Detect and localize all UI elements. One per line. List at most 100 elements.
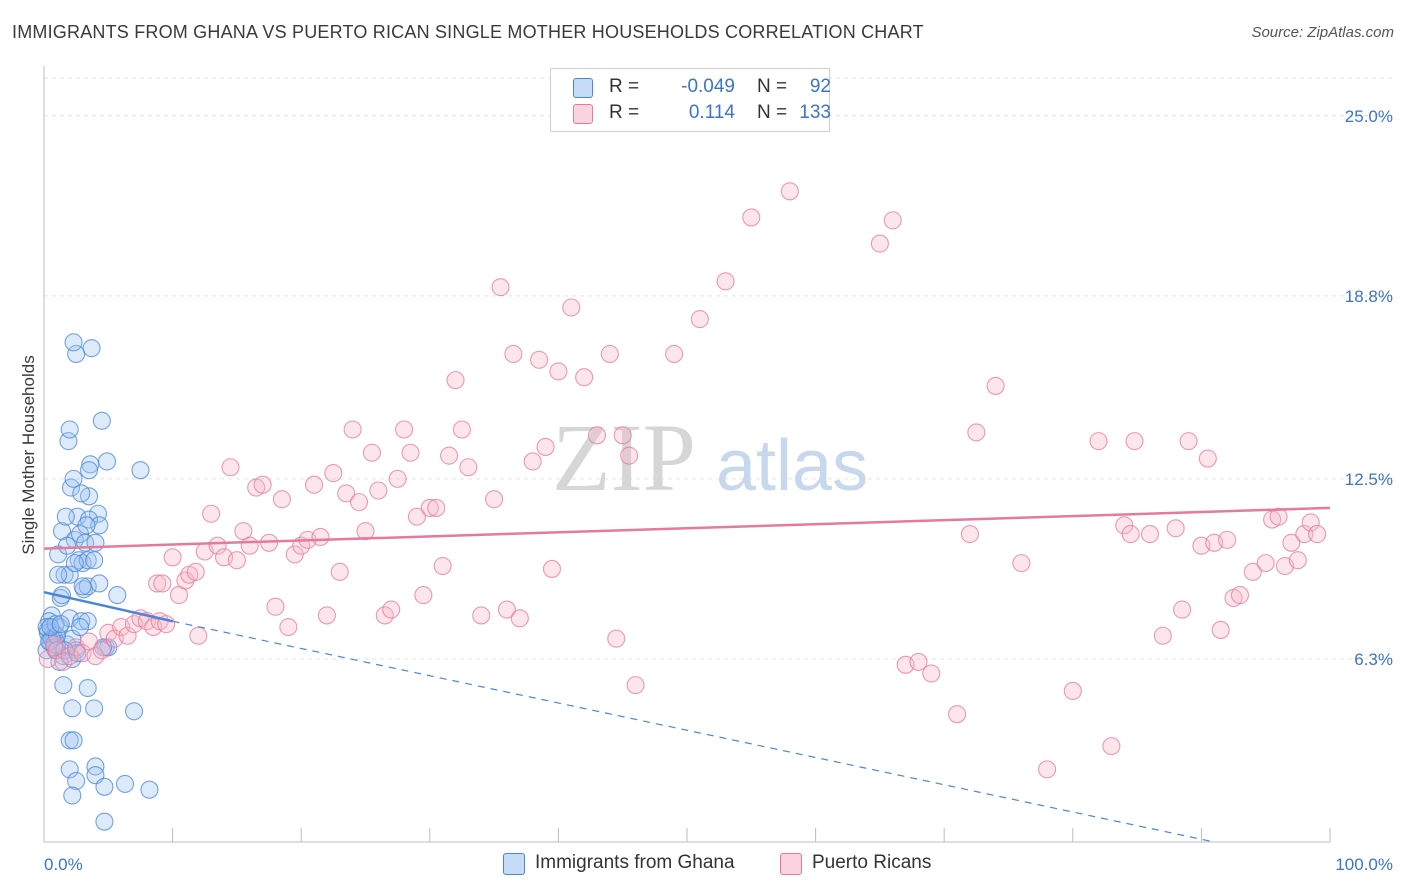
puerto-rican-point bbox=[620, 446, 639, 465]
puerto-rican-point bbox=[1012, 554, 1031, 573]
puerto-rican-point bbox=[1288, 551, 1307, 570]
legend-swatch-ghana bbox=[573, 78, 593, 98]
ghana-point bbox=[59, 432, 78, 451]
ghana-point bbox=[88, 504, 108, 523]
puerto-rican-point bbox=[272, 490, 291, 509]
puerto-rican-point bbox=[1121, 525, 1140, 544]
legend-label-puerto-rican: Puerto Ricans bbox=[812, 852, 932, 873]
puerto-rican-point bbox=[452, 420, 472, 439]
legend-n-label: N = bbox=[757, 76, 788, 97]
ghana-point bbox=[78, 678, 97, 698]
puerto-rican-point bbox=[324, 464, 343, 483]
ghana-point bbox=[85, 551, 104, 570]
ghana-point bbox=[60, 731, 79, 750]
ghana-point bbox=[72, 612, 91, 631]
puerto-rican-point bbox=[189, 626, 208, 645]
ghana-point bbox=[92, 411, 111, 430]
puerto-rican-point bbox=[542, 559, 562, 578]
legend-r-value: -0.049 bbox=[681, 76, 735, 97]
ghana-point bbox=[73, 554, 92, 573]
axes bbox=[43, 66, 1331, 843]
legend-r-label: R = bbox=[609, 102, 640, 123]
ghana-point bbox=[131, 461, 150, 480]
y-axis-label: Single Mother Households bbox=[19, 355, 38, 554]
ghana-point bbox=[51, 615, 70, 634]
ghana-point bbox=[70, 617, 90, 637]
puerto-rican-point bbox=[1153, 626, 1172, 645]
chart-source: Source: ZipAtlas.com bbox=[1251, 24, 1394, 41]
puerto-rican-point bbox=[1308, 525, 1327, 544]
puerto-rican-point bbox=[240, 536, 259, 555]
ghana-point bbox=[90, 574, 109, 593]
puerto-rican-point bbox=[491, 278, 510, 297]
puerto-rican-point bbox=[626, 676, 645, 695]
puerto-rican-point bbox=[92, 641, 111, 660]
ghana-point bbox=[63, 786, 82, 805]
legend-n-value: 133 bbox=[799, 102, 831, 123]
puerto-rican-point bbox=[922, 664, 941, 683]
trend-line-ghana-extension bbox=[172, 620, 1215, 843]
ghana-point bbox=[60, 420, 79, 439]
y-tick-labels: 6.3% 12.5% 18.8% 25.0% bbox=[1345, 107, 1393, 669]
ghana-point bbox=[73, 577, 92, 596]
puerto-rican-point bbox=[1063, 681, 1082, 700]
ghana-point bbox=[46, 615, 65, 634]
puerto-rican-point bbox=[118, 626, 137, 645]
puerto-rican-point bbox=[1230, 586, 1250, 605]
puerto-rican-point bbox=[883, 211, 902, 230]
legend-n-label: N = bbox=[757, 102, 788, 123]
ghana-point bbox=[54, 676, 73, 695]
chart-title: IMMIGRANTS FROM GHANA VS PUERTO RICAN SI… bbox=[12, 22, 924, 42]
puerto-rican-point bbox=[549, 362, 568, 381]
ghana-point bbox=[49, 565, 68, 584]
legend-label-ghana: Immigrants from Ghana bbox=[535, 852, 735, 873]
ghana-point bbox=[86, 533, 105, 552]
puerto-rican-point bbox=[311, 527, 330, 547]
puerto-rican-point bbox=[1256, 554, 1275, 573]
puerto-rican-point bbox=[1038, 760, 1057, 779]
puerto-rican-point bbox=[350, 493, 369, 512]
puerto-rican-point bbox=[433, 556, 452, 576]
trend-line-puerto-rican bbox=[43, 506, 1331, 550]
puerto-rican-point bbox=[1282, 533, 1301, 552]
puerto-rican-point bbox=[440, 446, 459, 465]
puerto-rican-point bbox=[395, 420, 414, 439]
puerto-rican-point bbox=[1211, 620, 1230, 639]
puerto-rican-point bbox=[1179, 432, 1198, 451]
puerto-rican-point bbox=[153, 574, 172, 593]
puerto-rican-point bbox=[388, 469, 407, 488]
ghana-point bbox=[77, 516, 96, 535]
ghana-point bbox=[65, 554, 84, 573]
ghana-point bbox=[50, 652, 69, 671]
puerto-rican-point bbox=[414, 586, 433, 605]
puerto-rican-point bbox=[485, 490, 504, 509]
puerto-rican-point bbox=[279, 617, 298, 637]
ghana-point bbox=[60, 760, 79, 779]
puerto-rican-point bbox=[202, 504, 221, 523]
ghana-point bbox=[108, 586, 127, 605]
puerto-rican-point bbox=[780, 182, 799, 201]
puerto-rican-point bbox=[1125, 432, 1144, 451]
puerto-rican-point bbox=[186, 562, 205, 581]
ghana-point bbox=[63, 699, 82, 718]
ghana-point bbox=[64, 469, 83, 488]
puerto-rican-point bbox=[1140, 525, 1160, 544]
puerto-rican-point bbox=[401, 443, 420, 462]
puerto-rican-point bbox=[870, 234, 889, 253]
puerto-rican-point bbox=[536, 437, 555, 456]
ghana-point bbox=[82, 339, 101, 358]
puerto-rican-point bbox=[1218, 530, 1237, 549]
puerto-rican-point bbox=[510, 609, 529, 628]
x-tick-label-min: 0.0% bbox=[44, 855, 83, 874]
correlation-legend: R = -0.049 N = 92 R = 0.114 N = 133 bbox=[550, 68, 831, 132]
puerto-rican-point bbox=[1301, 513, 1320, 532]
puerto-rican-point bbox=[562, 298, 581, 317]
puerto-rican-point bbox=[742, 208, 761, 227]
puerto-rican-point bbox=[504, 344, 523, 364]
puerto-rican-point bbox=[960, 525, 979, 544]
ghana-point bbox=[56, 507, 75, 526]
y-tick-label: 12.5% bbox=[1345, 470, 1393, 489]
y-tick-label: 18.8% bbox=[1345, 287, 1393, 306]
ghana-point bbox=[55, 565, 74, 584]
